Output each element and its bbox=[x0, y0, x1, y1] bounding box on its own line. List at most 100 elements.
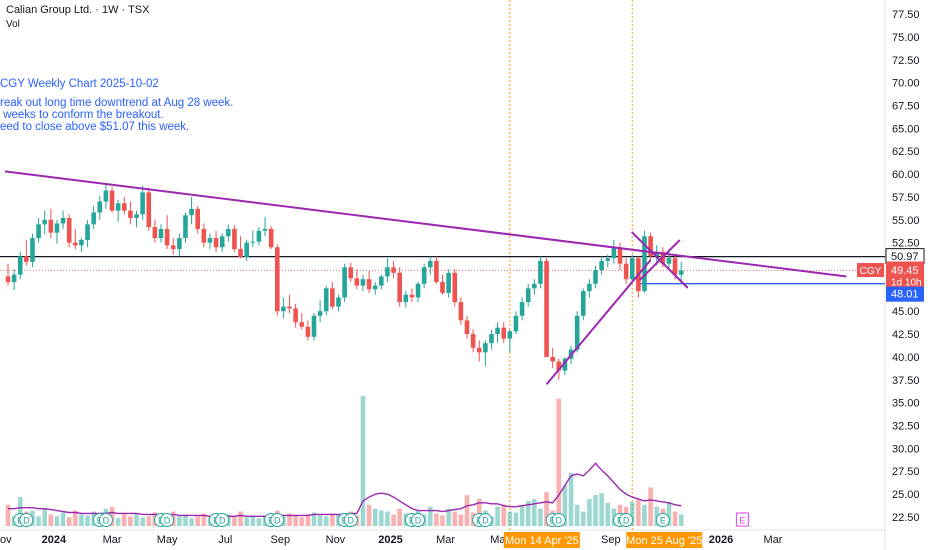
volume-bar bbox=[115, 518, 121, 526]
time-tick-label: Sep bbox=[271, 534, 291, 546]
dividend-badge bbox=[478, 513, 493, 527]
candle-body bbox=[238, 249, 243, 258]
price-tick-label: 75.00 bbox=[892, 32, 920, 44]
volume-bar bbox=[323, 516, 329, 526]
dividend-badge bbox=[19, 513, 34, 527]
volume-bar bbox=[128, 516, 133, 526]
candle-body bbox=[385, 267, 390, 277]
candle-body bbox=[513, 315, 519, 332]
volume-bar bbox=[464, 495, 470, 526]
candle-body bbox=[109, 190, 115, 211]
candle-body bbox=[415, 283, 421, 298]
candle-body bbox=[152, 227, 158, 239]
candle-body bbox=[85, 224, 90, 240]
candle-body bbox=[379, 276, 384, 286]
volume-bar bbox=[654, 506, 660, 526]
candle-body bbox=[434, 260, 439, 282]
volume-bar bbox=[593, 495, 598, 526]
candle-body bbox=[36, 224, 41, 239]
volume-bar bbox=[146, 516, 152, 526]
candle-body bbox=[103, 190, 109, 202]
candle-body bbox=[79, 239, 84, 246]
volume-bar bbox=[519, 506, 525, 526]
candle-body bbox=[317, 311, 323, 316]
price-tick-label: 27.50 bbox=[892, 466, 920, 478]
volume-bar bbox=[79, 514, 84, 526]
volume-bar bbox=[73, 510, 78, 526]
volume-bar bbox=[305, 514, 311, 526]
symbol-title[interactable]: Calian Group Ltd. · 1W · TSX bbox=[6, 4, 150, 16]
volume-bar bbox=[17, 497, 23, 526]
volume-bar bbox=[379, 510, 384, 526]
volume-bar bbox=[256, 518, 262, 526]
candle-body bbox=[73, 242, 78, 246]
volume-bar bbox=[642, 504, 647, 526]
volume-bar bbox=[293, 515, 298, 526]
countdown-label: 1d 10h bbox=[891, 278, 922, 289]
candle-body bbox=[501, 327, 507, 339]
future-earnings-badge bbox=[735, 512, 749, 527]
volume-bar bbox=[513, 512, 519, 526]
volume-bar bbox=[232, 516, 237, 526]
price-tick-label: 42.50 bbox=[892, 329, 920, 341]
volume-bar bbox=[587, 499, 592, 526]
volume-bar bbox=[134, 513, 139, 526]
candle-body bbox=[201, 228, 207, 243]
volume-bar bbox=[85, 515, 90, 526]
price-tick-label: 65.00 bbox=[892, 123, 920, 135]
candle-body bbox=[262, 228, 268, 231]
date-badge bbox=[503, 532, 580, 548]
candle-body bbox=[60, 217, 66, 224]
time-tick-label: 2024 bbox=[42, 534, 67, 546]
price-tick-label: 45.00 bbox=[892, 306, 920, 318]
candle-body bbox=[421, 267, 427, 284]
price-tick-label: 67.50 bbox=[892, 101, 920, 113]
time-tick-label: Sep bbox=[601, 534, 621, 546]
price-tick-label: 60.00 bbox=[892, 169, 920, 181]
date-badge-label: Mon 14 Apr '25 bbox=[505, 535, 579, 547]
candle-body bbox=[397, 272, 402, 303]
dividend-badge-letter: D bbox=[164, 516, 171, 526]
dividend-badge bbox=[160, 513, 175, 527]
candle-body bbox=[458, 302, 464, 321]
volume-bar bbox=[311, 512, 317, 526]
candle-body bbox=[274, 247, 280, 312]
candle-body bbox=[48, 219, 54, 233]
candle-body bbox=[507, 331, 513, 339]
price-tick-label: 40.00 bbox=[892, 352, 920, 364]
volume-bar bbox=[109, 506, 115, 526]
candle-body bbox=[140, 192, 145, 215]
volume-bar bbox=[195, 516, 201, 526]
candle-body bbox=[391, 267, 396, 273]
candle-body bbox=[452, 272, 458, 303]
volume-bar bbox=[391, 514, 396, 526]
volume-bar bbox=[54, 516, 60, 526]
candle-body bbox=[330, 288, 335, 307]
ticker-badge bbox=[857, 263, 884, 278]
volume-bar bbox=[372, 508, 378, 526]
volume-bar bbox=[48, 514, 54, 526]
candle-body bbox=[519, 302, 525, 316]
candle-body bbox=[244, 242, 249, 258]
candle-body bbox=[409, 294, 415, 298]
annotation-line-2: weeks to conform the breakout. bbox=[0, 109, 164, 121]
volume-bar bbox=[385, 511, 390, 526]
candle-body bbox=[91, 212, 96, 225]
volume-bar bbox=[427, 506, 433, 526]
candle-body bbox=[54, 223, 60, 233]
price-tick-label: 55.00 bbox=[892, 215, 920, 227]
price-tick-label: 52.50 bbox=[892, 238, 920, 250]
resistance-badge-label: 50.97 bbox=[891, 251, 919, 263]
uptrend-line bbox=[545, 259, 652, 385]
time-tick-label: Mar bbox=[764, 534, 783, 546]
annotation-line-3: eed to close above $51.07 this week. bbox=[0, 121, 190, 133]
volume-bar bbox=[666, 501, 672, 526]
downtrend-line bbox=[4, 170, 847, 278]
candle-body bbox=[299, 322, 305, 327]
candle-body bbox=[287, 306, 292, 309]
candle-body bbox=[562, 358, 568, 371]
candle-body bbox=[348, 267, 354, 279]
candle-body bbox=[605, 258, 611, 261]
time-tick-label: May bbox=[157, 534, 178, 546]
